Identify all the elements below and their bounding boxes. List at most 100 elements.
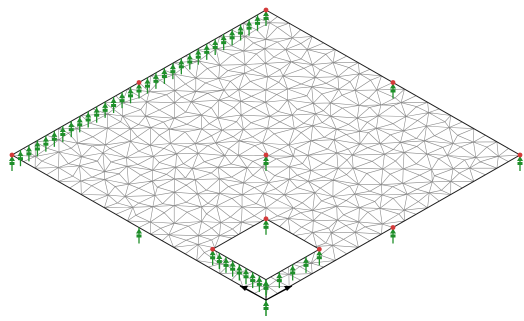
line-support[interactable]	[110, 97, 117, 113]
support-arrow	[119, 93, 126, 99]
support-arrow	[242, 269, 249, 275]
opening-support[interactable]	[222, 256, 229, 273]
support-arrow	[144, 78, 151, 84]
node-marker[interactable]	[210, 246, 216, 252]
column-support[interactable]	[390, 227, 396, 244]
line-support[interactable]	[76, 116, 83, 133]
opening-support[interactable]	[316, 249, 323, 266]
support-block	[221, 41, 227, 45]
line-support[interactable]	[178, 58, 185, 75]
support-arrow	[289, 265, 296, 271]
node-marker[interactable]	[517, 152, 523, 158]
column-support[interactable]	[517, 155, 523, 171]
support-arrow	[237, 25, 244, 31]
line-support[interactable]	[186, 53, 193, 70]
support-block	[17, 157, 23, 161]
node-marker[interactable]	[263, 216, 269, 222]
line-support[interactable]	[25, 145, 32, 162]
support-arrow	[249, 273, 256, 279]
line-support[interactable]	[263, 10, 269, 26]
line-support[interactable]	[169, 63, 176, 80]
line-support[interactable]	[161, 68, 168, 84]
line-support[interactable]	[152, 72, 159, 89]
column-support[interactable]	[263, 279, 269, 296]
line-support[interactable]	[237, 24, 244, 41]
line-support[interactable]	[220, 34, 227, 51]
line-support[interactable]	[34, 140, 41, 157]
support-arrow	[25, 146, 32, 152]
support-block	[119, 99, 125, 103]
support-arrow	[263, 219, 269, 225]
line-support[interactable]	[246, 19, 253, 36]
opening-support[interactable]	[236, 264, 243, 281]
opening-support[interactable]	[242, 268, 249, 285]
support-arrow	[136, 228, 142, 234]
line-support[interactable]	[9, 155, 15, 171]
node-marker[interactable]	[316, 246, 322, 252]
support-arrow	[222, 257, 229, 263]
support-block	[34, 147, 40, 151]
line-support[interactable]	[59, 126, 66, 142]
opening-support[interactable]	[229, 260, 236, 277]
support-arrow	[212, 40, 219, 45]
support-arrow	[276, 273, 283, 279]
column-support[interactable]	[390, 82, 396, 99]
column-support[interactable]	[136, 227, 142, 244]
line-support[interactable]	[229, 29, 236, 46]
line-support[interactable]	[42, 135, 49, 152]
support-block	[256, 282, 262, 286]
line-support[interactable]	[17, 150, 24, 167]
coordinate-axes-icon	[239, 285, 293, 301]
column-support[interactable]	[263, 155, 269, 171]
support-block	[223, 263, 229, 267]
support-arrow	[178, 59, 185, 65]
support-block	[85, 118, 91, 122]
line-support[interactable]	[212, 39, 219, 55]
support-block	[236, 271, 242, 275]
line-support[interactable]	[195, 48, 202, 65]
support-block	[212, 46, 218, 49]
node-marker[interactable]	[9, 152, 15, 158]
line-support[interactable]	[68, 121, 75, 138]
opening-support[interactable]	[209, 249, 216, 266]
line-support[interactable]	[119, 92, 126, 109]
node-marker[interactable]	[136, 80, 142, 85]
support-block	[102, 108, 108, 112]
support-block	[26, 152, 32, 156]
line-support[interactable]	[254, 14, 261, 31]
line-support[interactable]	[93, 106, 100, 123]
support-block	[390, 89, 396, 93]
support-block	[77, 123, 83, 127]
node-marker[interactable]	[263, 7, 269, 13]
node-marker[interactable]	[390, 225, 396, 230]
line-support[interactable]	[102, 101, 109, 118]
support-arrow	[220, 35, 227, 41]
support-arrow	[256, 276, 263, 282]
support-arrow	[51, 131, 58, 137]
line-support[interactable]	[203, 43, 210, 60]
node-marker[interactable]	[263, 152, 269, 158]
line-support[interactable]	[136, 82, 142, 99]
support-block	[230, 267, 236, 271]
opening-support[interactable]	[216, 253, 223, 270]
column-support[interactable]	[263, 218, 269, 235]
node-marker[interactable]	[390, 80, 396, 85]
x-axis-arrow	[240, 286, 248, 291]
line-support[interactable]	[85, 111, 92, 128]
support-arrow	[263, 301, 269, 306]
line-support[interactable]	[127, 87, 134, 104]
opening-support[interactable]	[289, 264, 296, 281]
support-block	[43, 142, 49, 146]
opening-support[interactable]	[276, 272, 283, 289]
opening-support[interactable]	[256, 275, 263, 292]
opening-support[interactable]	[303, 256, 310, 273]
opening-support[interactable]	[249, 272, 256, 289]
line-support[interactable]	[144, 77, 151, 94]
line-support[interactable]	[51, 130, 58, 147]
nodes-layer	[9, 7, 523, 252]
column-support[interactable]	[263, 300, 269, 316]
support-arrow	[203, 44, 210, 50]
support-block	[187, 60, 193, 64]
